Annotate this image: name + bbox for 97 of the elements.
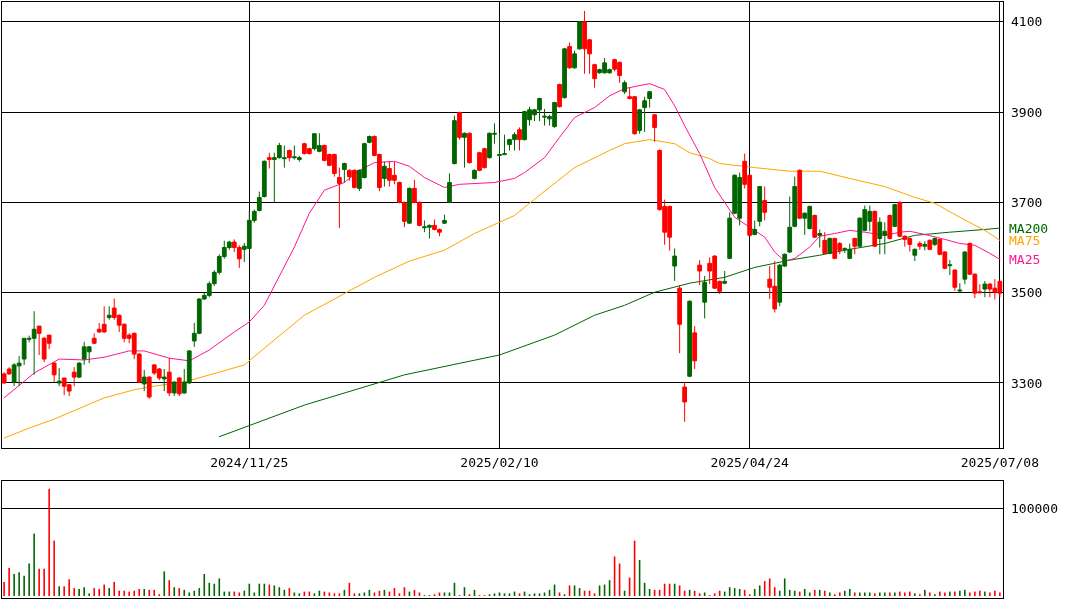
candlestick bbox=[337, 167, 342, 229]
candlestick bbox=[592, 63, 597, 89]
candlestick bbox=[762, 186, 768, 221]
candlestick bbox=[887, 214, 893, 240]
candlestick bbox=[76, 361, 82, 379]
candlestick bbox=[952, 268, 958, 292]
candlestick bbox=[261, 159, 267, 198]
candlestick bbox=[146, 375, 152, 400]
candlestick bbox=[702, 275, 708, 319]
candlestick bbox=[872, 210, 878, 248]
candlestick bbox=[752, 219, 758, 236]
candlestick bbox=[642, 96, 647, 133]
line-series bbox=[3, 139, 1001, 439]
candlestick bbox=[637, 108, 642, 135]
line-series bbox=[3, 83, 1001, 399]
candlestick bbox=[622, 79, 627, 95]
candlestick bbox=[161, 368, 167, 392]
candlestick bbox=[822, 231, 828, 255]
x-tick-label: 2025/02/10 bbox=[460, 455, 539, 471]
candlestick bbox=[141, 369, 147, 392]
x-tick-label: 2025/07/08 bbox=[960, 455, 1040, 471]
candlestick bbox=[156, 367, 162, 381]
candlestick bbox=[442, 214, 447, 225]
candlestick bbox=[787, 196, 793, 254]
candlestick bbox=[286, 149, 292, 162]
x-tick-label: 2025/04/24 bbox=[710, 455, 789, 471]
candlestick bbox=[56, 367, 62, 387]
candlestick bbox=[31, 310, 37, 376]
candlestick bbox=[927, 238, 933, 251]
candlestick bbox=[572, 50, 577, 70]
candlestick bbox=[407, 186, 412, 225]
candlestick bbox=[467, 131, 472, 165]
y-tick-label: 3500 bbox=[1011, 285, 1043, 301]
candlestick bbox=[912, 247, 918, 262]
candlestick bbox=[91, 332, 97, 345]
candlestick bbox=[792, 176, 798, 228]
candlestick bbox=[757, 186, 763, 227]
candlestick bbox=[797, 168, 803, 220]
candlestick bbox=[316, 132, 322, 153]
series-label: MA25 bbox=[1009, 251, 1041, 267]
candlestick bbox=[962, 250, 968, 285]
candlestick bbox=[517, 126, 522, 151]
candlestick bbox=[697, 259, 703, 286]
y-tick-label: 3700 bbox=[1011, 195, 1043, 211]
y-tick-label: 3300 bbox=[1011, 375, 1043, 391]
candlestick bbox=[707, 256, 713, 285]
candlestick bbox=[812, 214, 818, 239]
candlestick bbox=[577, 20, 582, 51]
candlestick bbox=[957, 282, 963, 293]
candlestick bbox=[557, 83, 562, 109]
candlestick bbox=[982, 280, 988, 298]
candlestick bbox=[256, 191, 262, 212]
candlestick bbox=[36, 325, 42, 356]
candlestick bbox=[672, 247, 678, 282]
candlestick bbox=[722, 270, 728, 285]
candlestick bbox=[567, 42, 572, 70]
candlestick bbox=[176, 376, 182, 397]
candlestick bbox=[892, 203, 898, 228]
candlestick bbox=[917, 240, 923, 251]
candlestick bbox=[171, 380, 177, 397]
candlestick bbox=[281, 144, 287, 169]
candlestick bbox=[932, 237, 938, 247]
y-tick-label: 4100 bbox=[1011, 14, 1043, 30]
x-tick-label: 2024/11/25 bbox=[210, 455, 289, 471]
candlestick bbox=[677, 284, 683, 354]
candlestick bbox=[266, 152, 272, 170]
candlestick bbox=[457, 111, 462, 141]
candlestick bbox=[382, 161, 387, 188]
candlestick bbox=[692, 325, 698, 370]
candlestick bbox=[647, 90, 652, 109]
candlestick bbox=[727, 211, 733, 260]
candlestick bbox=[86, 345, 92, 364]
candlestick bbox=[452, 115, 457, 165]
candlestick bbox=[817, 228, 823, 249]
y-tick-label: 100000 bbox=[1011, 500, 1058, 516]
candlestick bbox=[101, 305, 107, 334]
candlestick bbox=[447, 172, 452, 204]
candlestick bbox=[51, 361, 57, 383]
candlestick bbox=[682, 381, 688, 423]
candlestick bbox=[687, 299, 693, 378]
candlestick bbox=[367, 135, 372, 144]
candlestick bbox=[652, 113, 657, 143]
candlestick bbox=[106, 305, 112, 321]
candlestick bbox=[827, 237, 833, 255]
candlestick bbox=[922, 240, 928, 251]
candlestick bbox=[71, 366, 77, 387]
candlestick bbox=[947, 259, 953, 276]
candlestick bbox=[472, 168, 477, 180]
candlestick bbox=[852, 237, 858, 255]
candlestick bbox=[987, 282, 993, 298]
candlestick bbox=[562, 47, 567, 100]
candlestick bbox=[832, 237, 838, 260]
candlestick bbox=[306, 147, 312, 156]
candlestick bbox=[342, 162, 347, 184]
candlestick bbox=[462, 131, 467, 169]
candlestick bbox=[166, 357, 172, 397]
y-tick-label: 3900 bbox=[1011, 104, 1043, 120]
